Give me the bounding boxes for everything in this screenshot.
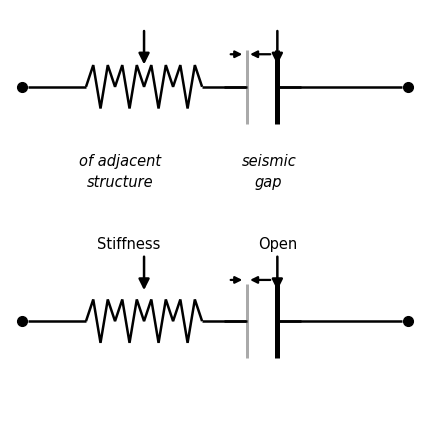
Text: of adjacent
structure: of adjacent structure [80, 154, 161, 190]
Text: Open: Open [258, 237, 297, 252]
Text: Stiffness: Stiffness [97, 237, 161, 252]
Text: seismic
gap: seismic gap [241, 154, 296, 190]
